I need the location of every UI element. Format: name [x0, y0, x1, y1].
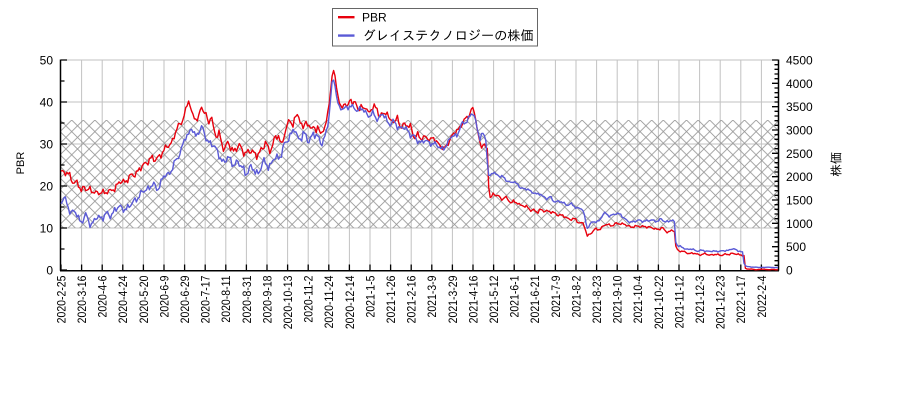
- svg-text:2020-6-9: 2020-6-9: [159, 276, 172, 318]
- svg-text:2020-11-2: 2020-11-2: [303, 276, 316, 323]
- svg-text:3000: 3000: [786, 124, 813, 138]
- svg-text:30: 30: [40, 138, 54, 152]
- svg-text:PBR: PBR: [362, 10, 387, 24]
- svg-text:2021-4-16: 2021-4-16: [468, 276, 481, 324]
- svg-text:2021-3-9: 2021-3-9: [427, 276, 440, 318]
- svg-text:2021-10-22: 2021-10-22: [653, 276, 666, 330]
- svg-text:2020-2-25: 2020-2-25: [56, 276, 69, 324]
- svg-text:2020-4-24: 2020-4-24: [118, 276, 131, 324]
- svg-text:2020-10-13: 2020-10-13: [282, 276, 295, 330]
- svg-text:4000: 4000: [786, 77, 813, 91]
- svg-text:2022-1-17: 2022-1-17: [736, 276, 749, 324]
- svg-text:40: 40: [40, 96, 54, 110]
- svg-text:2021-12-3: 2021-12-3: [694, 276, 707, 324]
- svg-text:2020-7-17: 2020-7-17: [200, 276, 213, 324]
- svg-text:1500: 1500: [786, 194, 813, 208]
- svg-text:3500: 3500: [786, 100, 813, 114]
- svg-text:4500: 4500: [786, 54, 813, 68]
- svg-text:10: 10: [40, 222, 54, 236]
- svg-text:2020-11-24: 2020-11-24: [324, 276, 337, 329]
- svg-text:1000: 1000: [786, 217, 813, 231]
- svg-text:PBR: PBR: [15, 152, 27, 175]
- svg-text:0: 0: [46, 264, 53, 278]
- svg-text:2022-2-4: 2022-2-4: [756, 276, 769, 318]
- svg-text:50: 50: [40, 54, 54, 68]
- svg-text:2021-5-12: 2021-5-12: [488, 276, 501, 324]
- svg-text:2021-1-5: 2021-1-5: [365, 276, 378, 318]
- svg-text:2021-7-9: 2021-7-9: [550, 276, 563, 318]
- svg-text:2021-6-1: 2021-6-1: [509, 276, 522, 318]
- svg-text:2020-4-6: 2020-4-6: [97, 276, 110, 318]
- svg-text:2021-6-21: 2021-6-21: [530, 276, 543, 324]
- svg-text:2021-1-26: 2021-1-26: [385, 276, 398, 324]
- svg-text:2021-8-23: 2021-8-23: [591, 275, 604, 323]
- svg-text:2020-5-20: 2020-5-20: [138, 276, 151, 324]
- svg-text:20: 20: [40, 180, 54, 194]
- svg-text:2021-3-29: 2021-3-29: [447, 276, 460, 324]
- svg-text:2021-10-4: 2021-10-4: [633, 276, 646, 324]
- svg-text:2021-9-10: 2021-9-10: [612, 275, 625, 323]
- svg-text:2021-12-23: 2021-12-23: [715, 276, 728, 330]
- svg-text:2021-11-12: 2021-11-12: [674, 276, 687, 329]
- svg-text:500: 500: [786, 240, 806, 254]
- svg-text:2020-3-16: 2020-3-16: [76, 276, 89, 324]
- svg-text:2500: 2500: [786, 147, 813, 161]
- svg-text:2020-6-29: 2020-6-29: [179, 276, 192, 324]
- svg-text:2021-8-2: 2021-8-2: [571, 276, 584, 318]
- svg-text:2020-12-14: 2020-12-14: [344, 276, 357, 330]
- svg-text:2020-9-18: 2020-9-18: [262, 276, 275, 324]
- svg-text:2021-2-16: 2021-2-16: [406, 276, 419, 324]
- svg-text:0: 0: [786, 264, 793, 278]
- svg-text:2020-8-31: 2020-8-31: [241, 276, 254, 324]
- svg-text:2020-8-11: 2020-8-11: [221, 276, 234, 323]
- svg-text:2000: 2000: [786, 170, 813, 184]
